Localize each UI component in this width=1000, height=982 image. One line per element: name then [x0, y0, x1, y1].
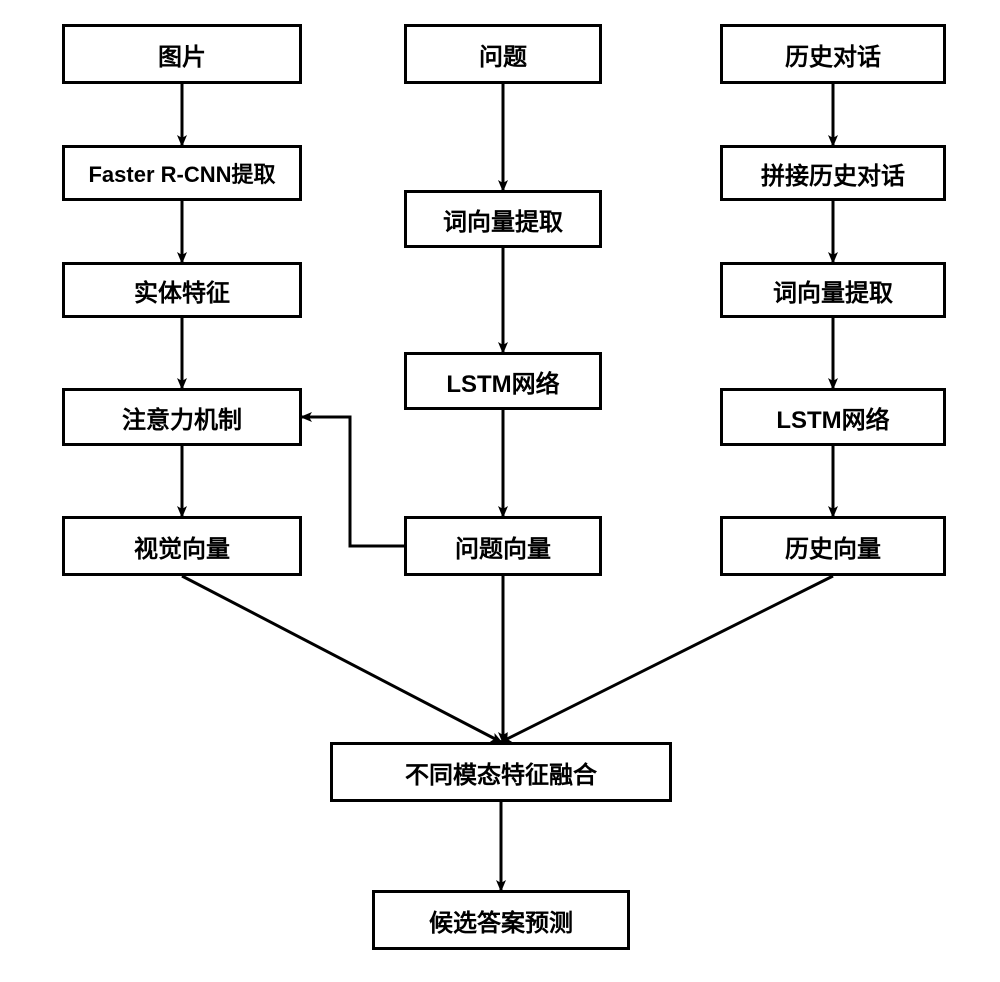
node-visvec: 视觉向量 — [62, 516, 302, 576]
node-predict: 候选答案预测 — [372, 890, 630, 950]
node-label: LSTM网络 — [776, 400, 889, 435]
node-label: 视觉向量 — [134, 529, 230, 564]
node-label: 词向量提取 — [773, 273, 893, 308]
node-entity: 实体特征 — [62, 262, 302, 318]
node-hvec: 历史向量 — [720, 516, 946, 576]
node-label: 历史对话 — [785, 37, 881, 72]
node-frcnn: Faster R-CNN提取 — [62, 145, 302, 201]
node-hist: 历史对话 — [720, 24, 946, 84]
node-qvec: 问题向量 — [404, 516, 602, 576]
node-label: LSTM网络 — [446, 364, 559, 399]
node-label: 历史向量 — [785, 529, 881, 564]
flowchart-diagram: 图片 Faster R-CNN提取实体特征注意力机制视觉向量 问题词向量提取 LSTM… — [0, 0, 1000, 982]
node-img: 图片 — [62, 24, 302, 84]
node-wv1: 词向量提取 — [404, 190, 602, 248]
node-label: 注意力机制 — [122, 400, 242, 435]
node-label: 候选答案预测 — [429, 903, 573, 938]
node-concat: 拼接历史对话 — [720, 145, 946, 201]
node-fusion: 不同模态特征融合 — [330, 742, 672, 802]
node-label: 图片 — [158, 37, 206, 72]
node-label: 拼接历史对话 — [761, 156, 905, 191]
node-question: 问题 — [404, 24, 602, 84]
node-lstm2: LSTM网络 — [720, 388, 946, 446]
node-wv2: 词向量提取 — [720, 262, 946, 318]
node-label: 实体特征 — [134, 273, 230, 308]
node-label: 不同模态特征融合 — [405, 755, 597, 790]
node-label: Faster R-CNN提取 — [88, 157, 275, 189]
node-attn: 注意力机制 — [62, 388, 302, 446]
node-label: 问题 — [479, 37, 527, 72]
node-lstm1: LSTM网络 — [404, 352, 602, 410]
node-label: 问题向量 — [455, 529, 551, 564]
node-label: 词向量提取 — [443, 202, 563, 237]
